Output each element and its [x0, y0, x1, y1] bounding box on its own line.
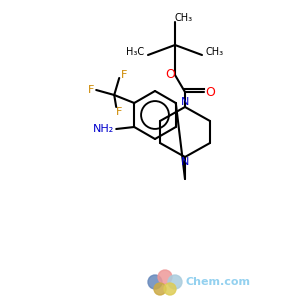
Circle shape [148, 275, 162, 289]
Text: N: N [181, 157, 189, 167]
Text: H₃C: H₃C [126, 47, 144, 57]
Text: F: F [88, 85, 94, 95]
Circle shape [164, 283, 176, 295]
Text: CH₃: CH₃ [175, 13, 193, 23]
Text: F: F [121, 70, 128, 80]
Text: O: O [205, 85, 215, 98]
Text: NH₂: NH₂ [93, 124, 114, 134]
Circle shape [154, 283, 166, 295]
Circle shape [158, 270, 172, 284]
Text: F: F [116, 107, 122, 117]
Text: CH₃: CH₃ [206, 47, 224, 57]
Text: O: O [165, 68, 175, 82]
Text: N: N [181, 97, 189, 107]
Circle shape [168, 275, 182, 289]
Text: Chem.com: Chem.com [186, 277, 251, 287]
